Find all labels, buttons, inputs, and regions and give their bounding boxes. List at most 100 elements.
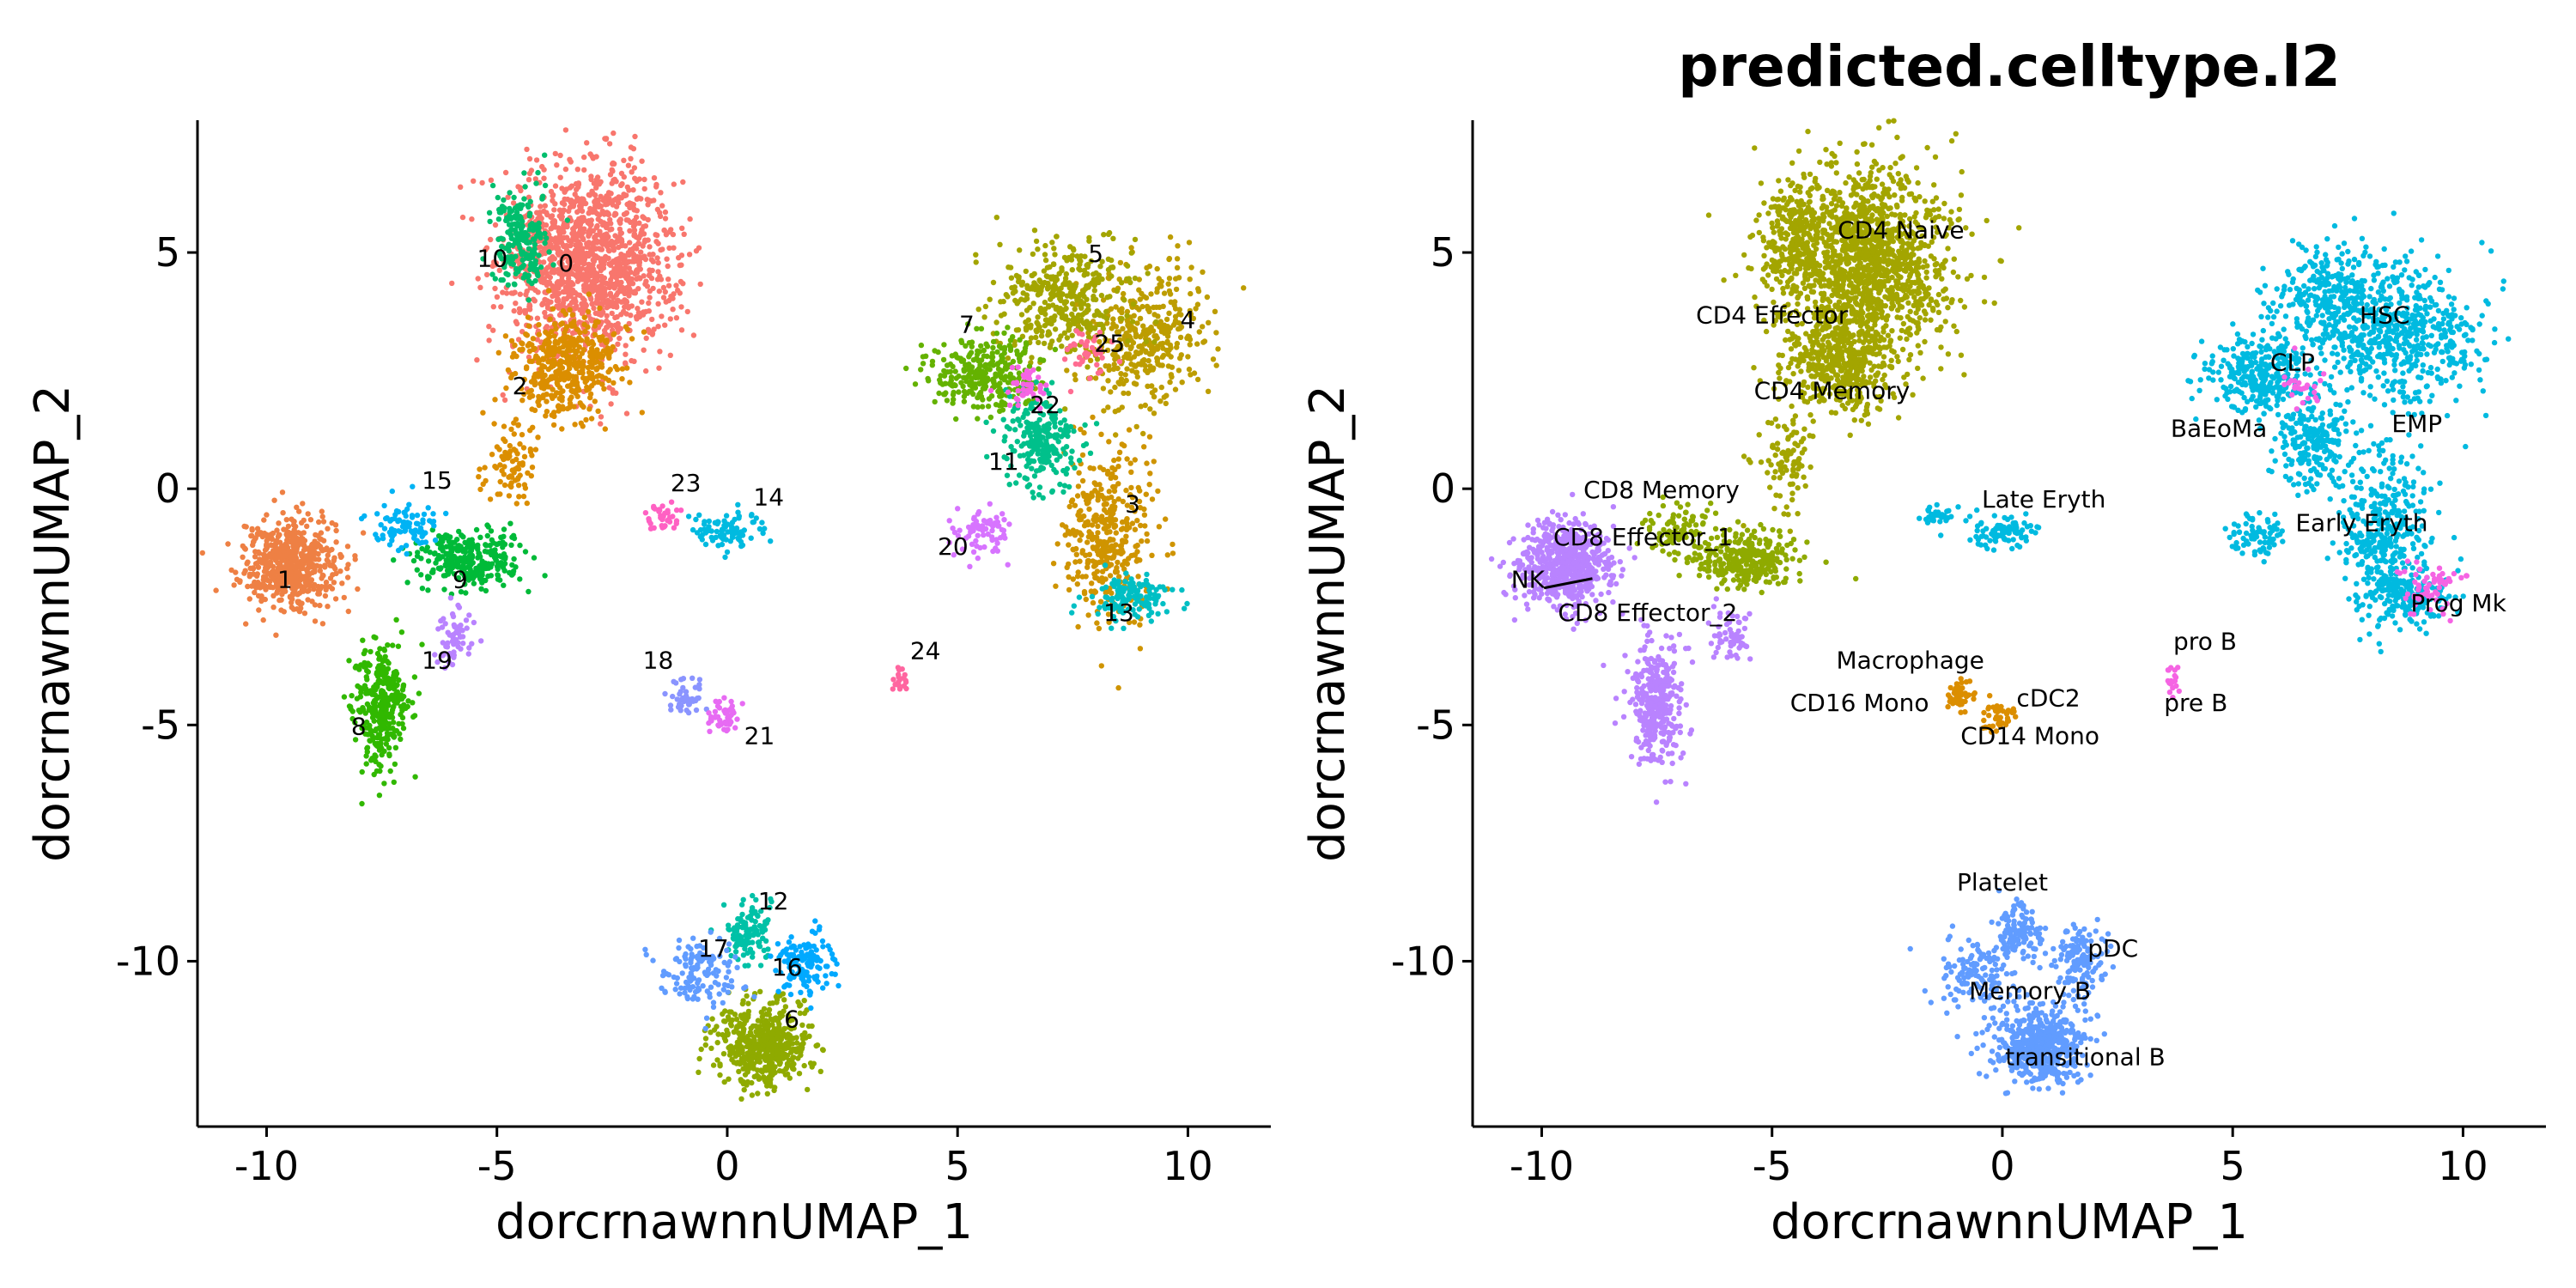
data-point xyxy=(325,526,331,532)
data-point xyxy=(958,357,964,363)
data-point xyxy=(475,276,481,282)
data-point xyxy=(537,244,544,250)
data-point xyxy=(293,546,300,552)
data-point xyxy=(381,748,387,754)
data-point xyxy=(659,203,665,209)
data-point xyxy=(299,535,305,541)
data-point xyxy=(304,523,310,530)
data-point xyxy=(1042,257,1049,264)
data-point xyxy=(623,270,629,276)
data-point xyxy=(738,1096,744,1103)
data-point xyxy=(941,342,947,348)
data-point xyxy=(592,310,598,316)
data-point xyxy=(770,1018,776,1024)
data-point xyxy=(339,580,345,586)
data-point xyxy=(325,604,331,610)
data-point xyxy=(329,562,336,568)
data-point xyxy=(594,288,601,294)
data-point xyxy=(264,568,270,574)
data-point xyxy=(1139,303,1145,310)
data-point xyxy=(603,136,610,142)
data-point xyxy=(1063,299,1070,305)
data-point xyxy=(660,295,667,301)
data-point xyxy=(814,1042,821,1048)
data-point xyxy=(766,1074,772,1080)
data-point xyxy=(332,522,339,528)
data-point xyxy=(474,357,480,363)
data-point xyxy=(755,1024,761,1031)
data-point xyxy=(918,342,925,349)
data-point xyxy=(1133,558,1140,564)
data-point xyxy=(382,691,388,697)
data-point xyxy=(1069,311,1075,318)
data-point xyxy=(680,179,686,185)
data-point xyxy=(1165,363,1172,369)
data-point xyxy=(542,309,548,316)
data-point xyxy=(517,291,523,297)
data-point xyxy=(527,446,533,453)
data-point xyxy=(381,656,387,663)
data-point xyxy=(721,1036,728,1042)
data-point xyxy=(494,294,501,300)
data-point xyxy=(1121,297,1127,303)
data-point xyxy=(526,194,532,200)
data-point xyxy=(542,341,548,347)
data-point xyxy=(318,530,325,536)
data-point xyxy=(556,302,562,308)
data-point xyxy=(1103,501,1109,507)
data-point xyxy=(296,508,302,514)
data-point xyxy=(360,530,367,536)
data-point xyxy=(262,596,268,603)
data-point xyxy=(1148,291,1154,297)
data-point xyxy=(344,574,351,580)
data-point xyxy=(559,228,566,234)
data-point xyxy=(708,1045,714,1052)
data-point xyxy=(990,344,996,351)
data-point xyxy=(1144,460,1150,466)
data-point xyxy=(650,252,656,258)
data-point xyxy=(567,397,573,403)
data-point xyxy=(541,276,547,282)
data-point xyxy=(629,336,635,342)
data-point xyxy=(589,188,595,194)
data-point xyxy=(623,275,629,282)
data-point xyxy=(1105,555,1112,561)
data-point xyxy=(586,230,592,236)
data-point xyxy=(611,212,617,218)
data-point xyxy=(570,281,576,288)
data-point xyxy=(644,283,651,289)
data-point xyxy=(580,254,586,260)
data-point xyxy=(696,1069,702,1076)
data-point xyxy=(244,561,250,567)
data-point xyxy=(629,303,635,309)
data-point xyxy=(547,316,553,322)
data-point xyxy=(508,290,514,296)
data-point xyxy=(1177,355,1183,361)
data-point xyxy=(1164,552,1171,558)
data-point xyxy=(530,336,537,342)
data-point xyxy=(580,347,586,353)
data-point xyxy=(1146,482,1152,488)
data-point xyxy=(516,306,523,312)
data-point xyxy=(501,526,507,532)
data-point xyxy=(1194,376,1201,383)
data-point xyxy=(647,295,653,301)
data-point xyxy=(398,711,404,718)
data-point xyxy=(554,380,560,386)
data-point xyxy=(603,202,609,208)
data-point xyxy=(581,297,587,303)
data-point xyxy=(317,602,323,609)
data-point xyxy=(1110,555,1116,561)
data-point xyxy=(658,190,664,196)
data-point xyxy=(1104,471,1111,477)
data-point xyxy=(1012,297,1018,304)
data-point xyxy=(602,210,609,216)
data-point xyxy=(1072,376,1078,383)
data-point xyxy=(993,215,1000,221)
data-point xyxy=(300,501,306,507)
data-point xyxy=(744,1078,750,1085)
data-point xyxy=(798,1047,804,1053)
data-point xyxy=(381,646,387,653)
data-point xyxy=(745,1000,751,1006)
data-point xyxy=(1115,456,1122,462)
